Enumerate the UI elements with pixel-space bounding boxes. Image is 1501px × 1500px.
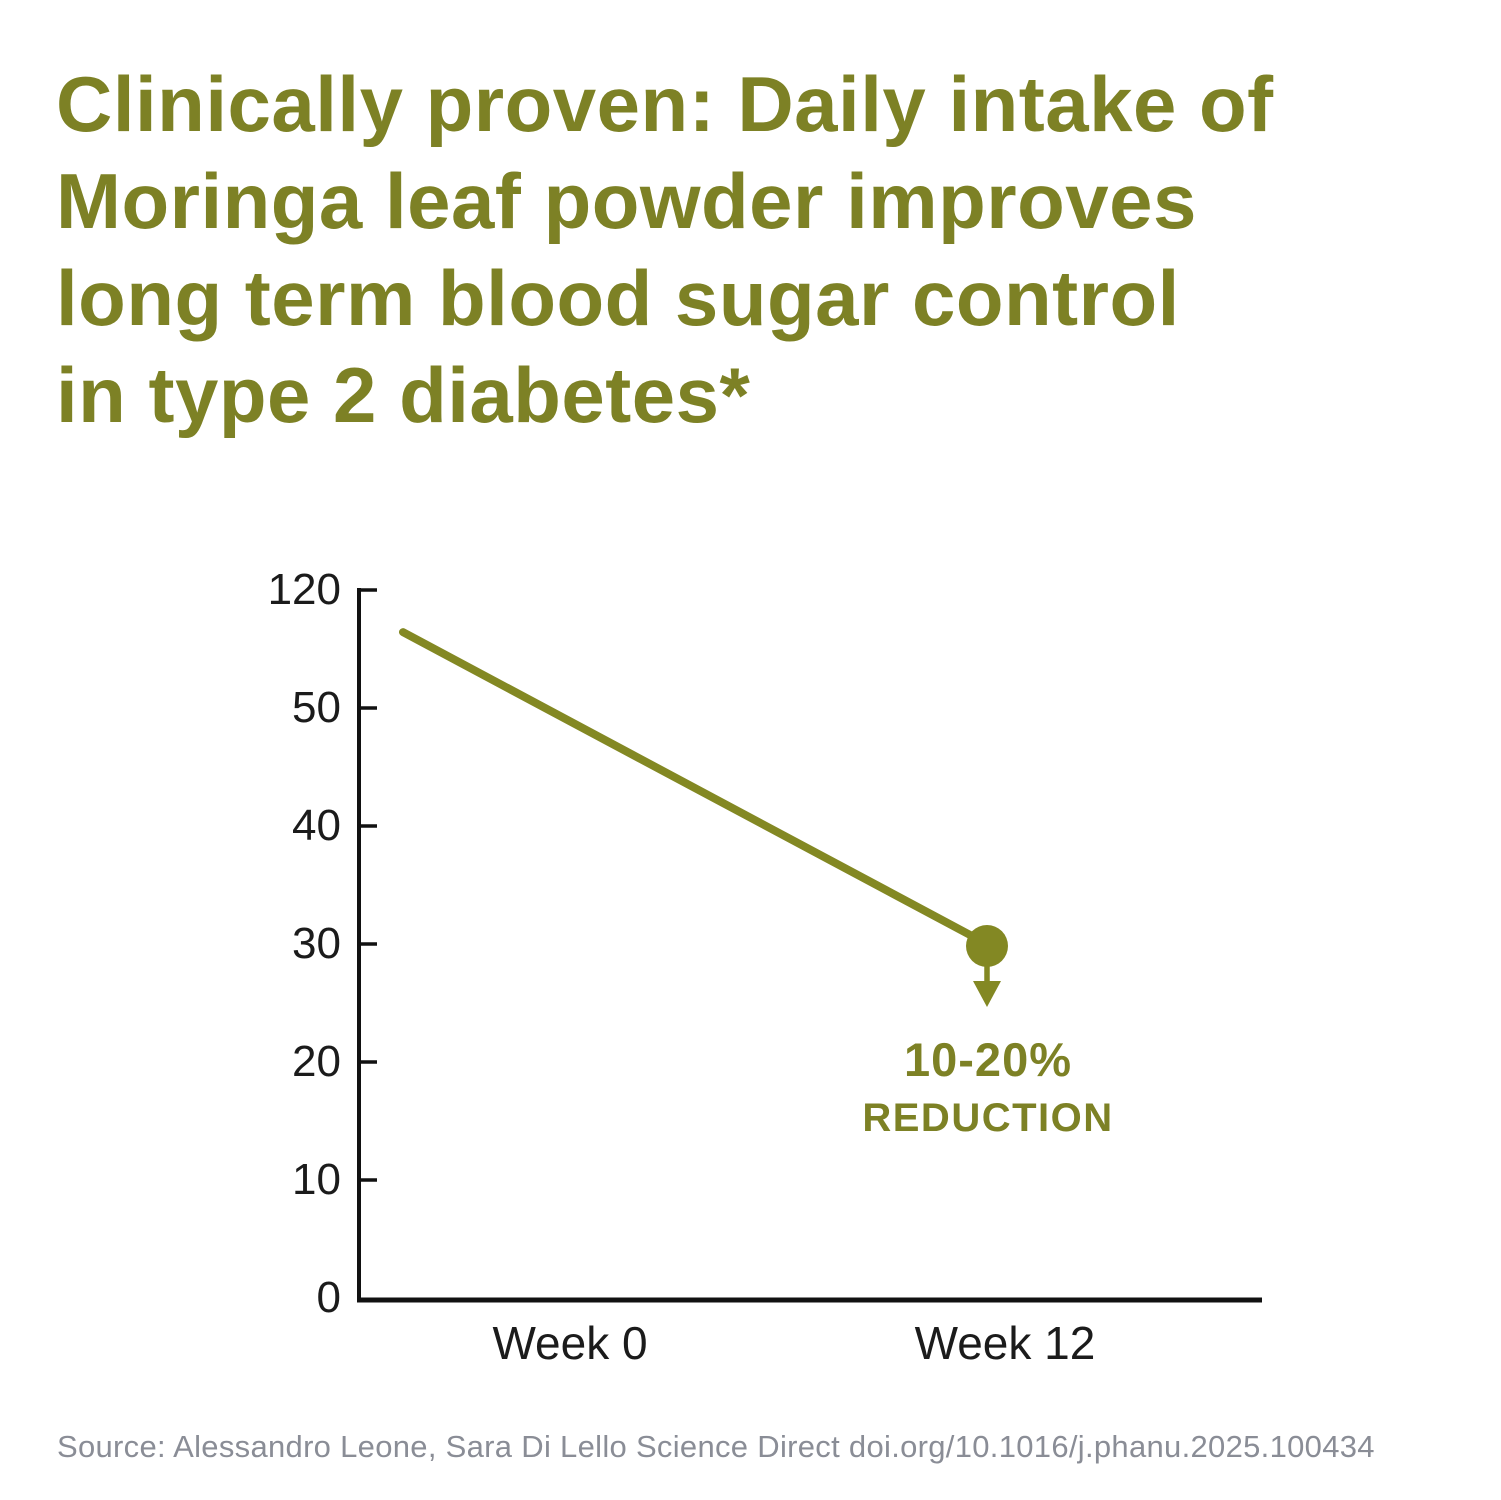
annotation-percent: 10-20% <box>904 1033 1072 1086</box>
y-tick-label-0: 0 <box>316 1273 341 1322</box>
headline-line-1: Clinically proven: Daily intake of <box>56 60 1274 148</box>
arrow-head <box>973 981 1001 1007</box>
y-tick-marks <box>359 588 377 1182</box>
y-tick-label-30: 30 <box>292 919 341 968</box>
headline-line-2: Moringa leaf powder improves <box>56 157 1197 245</box>
annotation-reduction: REDUCTION <box>862 1096 1114 1140</box>
y-tick-label-20: 20 <box>292 1037 341 1086</box>
x-label-week-12: Week 12 <box>914 1317 1096 1369</box>
page-title: Clinically proven: Daily intake of Morin… <box>56 56 1456 444</box>
y-tick-label-10: 10 <box>292 1155 341 1204</box>
data-line <box>399 628 991 948</box>
end-point-dot <box>966 925 1008 967</box>
source-text: Source: Alessandro Leone, Sara Di Lello … <box>57 1429 1375 1464</box>
y-tick-label-40: 40 <box>292 801 341 850</box>
x-label-week-0: Week 0 <box>492 1317 648 1369</box>
y-tick-label-120: 120 <box>267 565 341 614</box>
y-tick-label-50: 50 <box>292 683 341 732</box>
headline-line-3: long term blood sugar control <box>56 254 1180 342</box>
down-arrow-icon <box>973 962 1001 1007</box>
headline-line-4: in type 2 diabetes* <box>56 351 751 439</box>
reduction-annotation: 10-20% REDUCTION <box>788 1032 1188 1141</box>
